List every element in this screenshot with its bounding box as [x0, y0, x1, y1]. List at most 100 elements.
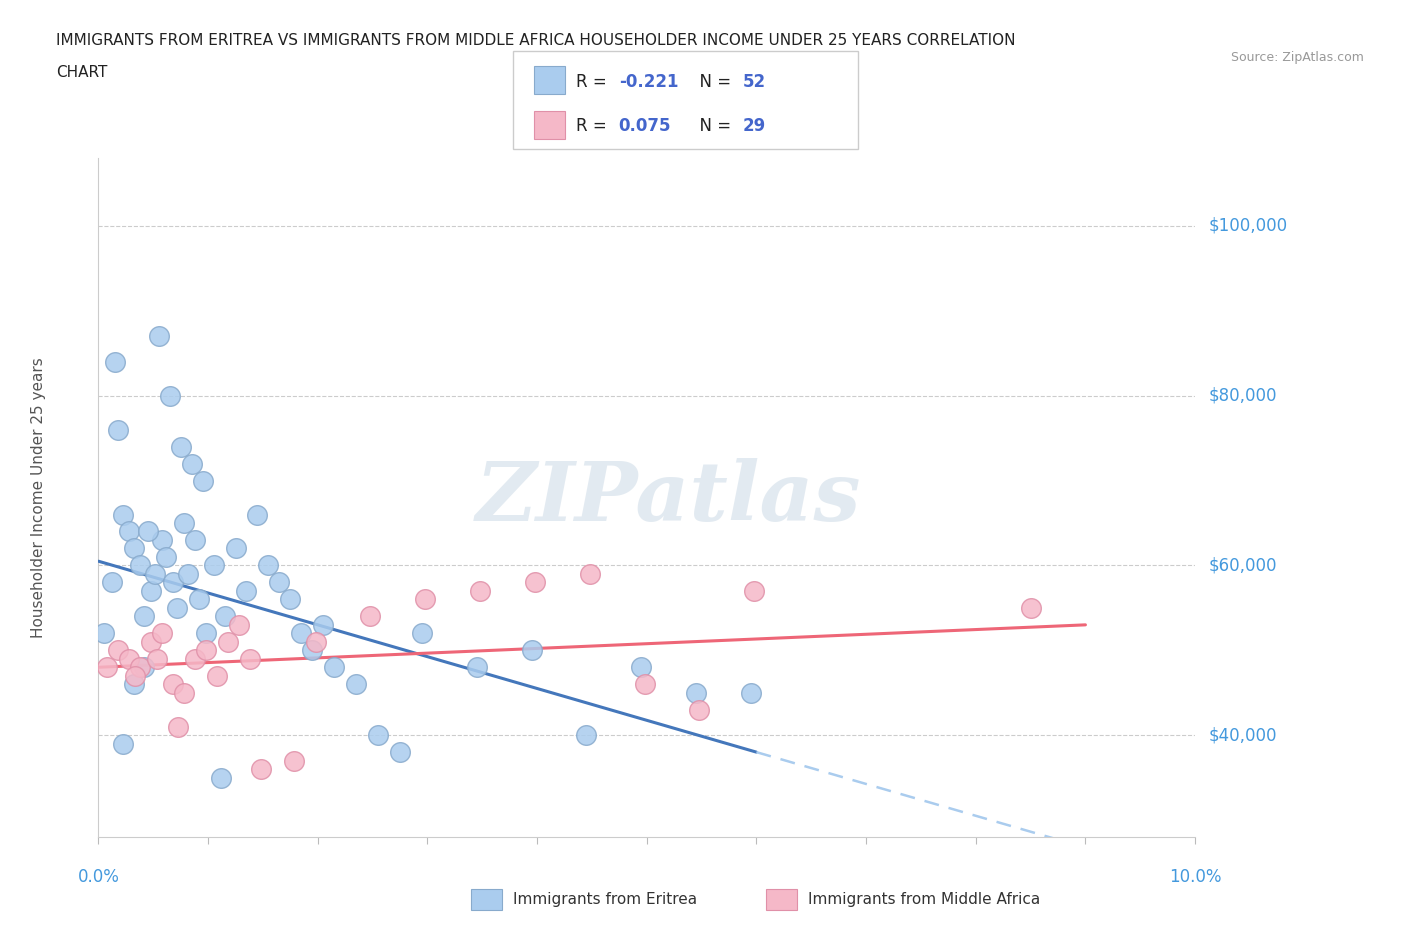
Point [166, 601, 188, 616]
Point [134, 660, 156, 675]
Point [301, 643, 323, 658]
Point [191, 473, 214, 488]
Point [688, 702, 710, 717]
Point [304, 634, 326, 649]
Point [159, 389, 181, 404]
Point [104, 354, 127, 369]
Point [134, 609, 156, 624]
Point [575, 728, 598, 743]
Point [155, 550, 177, 565]
Point [118, 525, 141, 539]
Point [413, 592, 436, 607]
Point [111, 507, 134, 522]
Text: $60,000: $60,000 [1209, 556, 1278, 575]
Point [214, 609, 236, 624]
Point [173, 515, 195, 530]
Point [177, 566, 200, 581]
Point [167, 719, 190, 734]
Point [344, 677, 367, 692]
Point [96, 660, 118, 675]
Text: R =: R = [576, 117, 613, 136]
Point [269, 575, 291, 590]
Point [145, 566, 167, 581]
Text: 0.0%: 0.0% [77, 868, 120, 885]
Text: N =: N = [689, 73, 737, 91]
Point [290, 626, 312, 641]
Point [225, 541, 247, 556]
Point [122, 541, 145, 556]
Point [283, 753, 305, 768]
Text: CHART: CHART [56, 65, 108, 80]
Point [202, 558, 225, 573]
Text: 0.075: 0.075 [619, 117, 671, 136]
Point [685, 685, 707, 700]
Point [194, 626, 217, 641]
Text: $80,000: $80,000 [1209, 387, 1278, 405]
Point [136, 525, 159, 539]
Text: N =: N = [689, 117, 737, 136]
Point [148, 329, 170, 344]
Text: 29: 29 [742, 117, 766, 136]
Point [740, 685, 762, 700]
Text: 52: 52 [742, 73, 765, 91]
Point [209, 770, 232, 785]
Text: Immigrants from Eritrea: Immigrants from Eritrea [513, 892, 697, 907]
Point [118, 651, 141, 666]
Point [465, 660, 488, 675]
Point [468, 583, 491, 598]
Point [239, 651, 262, 666]
Point [162, 677, 184, 692]
Point [323, 660, 346, 675]
Point [257, 558, 280, 573]
Point [367, 728, 389, 743]
Text: -0.221: -0.221 [619, 73, 678, 91]
Text: ZIPatlas: ZIPatlas [477, 458, 862, 538]
Point [359, 609, 381, 624]
Point [523, 575, 546, 590]
Point [139, 583, 162, 598]
Point [111, 737, 134, 751]
Text: IMMIGRANTS FROM ERITREA VS IMMIGRANTS FROM MIDDLE AFRICA HOUSEHOLDER INCOME UNDE: IMMIGRANTS FROM ERITREA VS IMMIGRANTS FR… [56, 33, 1015, 47]
Point [411, 626, 433, 641]
Point [246, 507, 269, 522]
Point [633, 677, 655, 692]
Point [184, 533, 207, 548]
Point [194, 643, 217, 658]
Point [184, 651, 207, 666]
Text: Source: ZipAtlas.com: Source: ZipAtlas.com [1230, 51, 1364, 64]
Point [280, 592, 302, 607]
Point [578, 566, 600, 581]
Text: $100,000: $100,000 [1209, 217, 1288, 235]
Point [1019, 601, 1042, 616]
Point [145, 651, 167, 666]
Point [124, 669, 146, 684]
Point [180, 457, 202, 472]
Point [107, 422, 129, 437]
Point [388, 745, 412, 760]
Point [170, 439, 193, 454]
Text: R =: R = [576, 73, 613, 91]
Point [520, 643, 543, 658]
Point [217, 634, 239, 649]
Text: 10.0%: 10.0% [1168, 868, 1222, 885]
Point [162, 575, 184, 590]
Point [249, 762, 271, 777]
Point [100, 575, 122, 590]
Text: Immigrants from Middle Africa: Immigrants from Middle Africa [808, 892, 1040, 907]
Point [205, 669, 228, 684]
Point [312, 618, 335, 632]
Point [235, 583, 257, 598]
Point [129, 660, 152, 675]
Text: Householder Income Under 25 years: Householder Income Under 25 years [31, 357, 45, 638]
Point [630, 660, 652, 675]
Point [150, 533, 173, 548]
Point [150, 626, 173, 641]
Point [188, 592, 211, 607]
Point [122, 677, 145, 692]
Point [228, 618, 250, 632]
Point [742, 583, 765, 598]
Point [139, 634, 162, 649]
Point [107, 643, 129, 658]
Point [173, 685, 195, 700]
Text: $40,000: $40,000 [1209, 726, 1278, 744]
